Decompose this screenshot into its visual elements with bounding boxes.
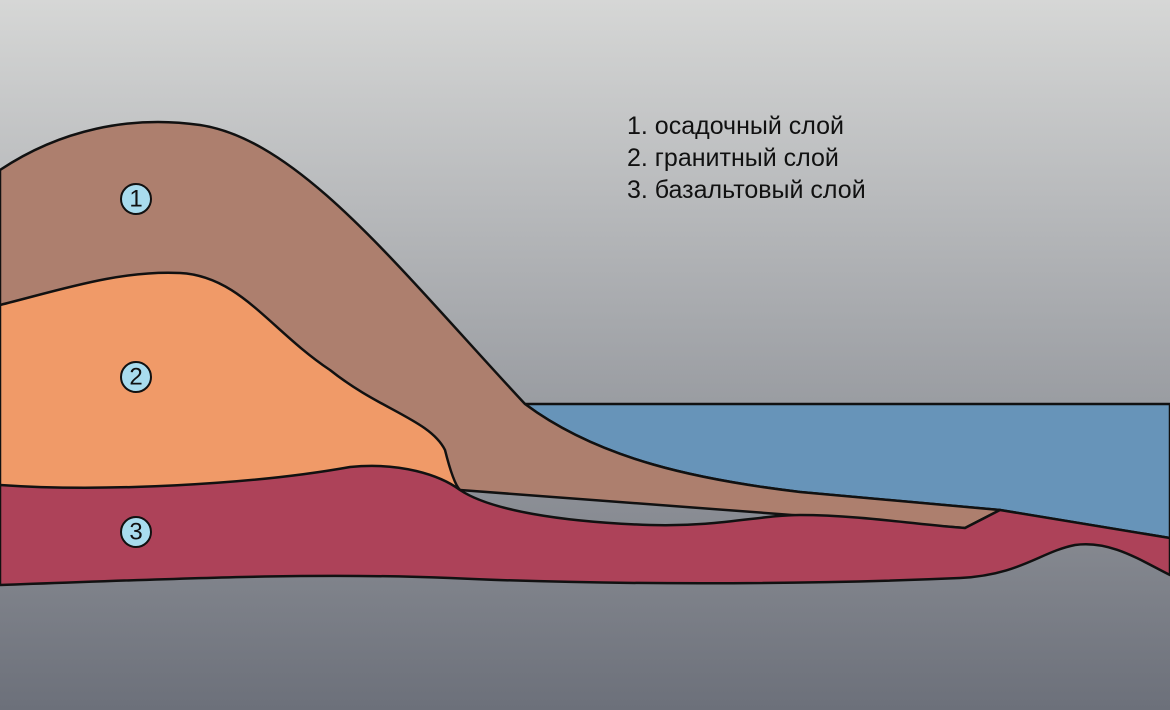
basalt-layer xyxy=(0,464,1170,587)
marker-1: 1 xyxy=(120,183,152,215)
marker-label: 1 xyxy=(129,186,142,213)
granite-layer xyxy=(0,271,462,492)
marker-3: 3 xyxy=(120,516,152,548)
legend-item: 3. базальтовый слой xyxy=(627,176,866,204)
marker-circle xyxy=(120,516,152,548)
marker-circle xyxy=(120,183,152,215)
legend-item: 2. гранитный слой xyxy=(627,144,839,172)
legend-item: 1. осадочный слой xyxy=(627,112,844,140)
marker-label: 2 xyxy=(129,364,142,391)
marker-2: 2 xyxy=(120,361,152,393)
marker-label: 3 xyxy=(129,519,142,546)
legend: 1. осадочный слой 2. гранитный слой 3. б… xyxy=(627,112,866,204)
marker-circle xyxy=(120,361,152,393)
